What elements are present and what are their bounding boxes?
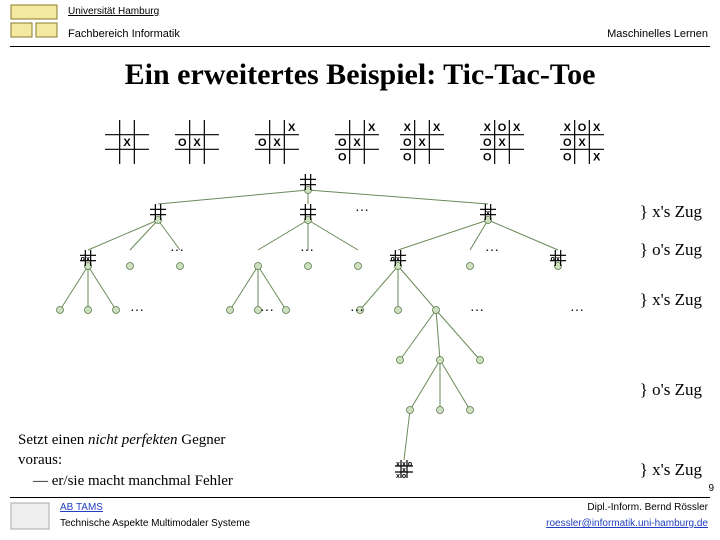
ttt-board: OX — [175, 120, 219, 164]
svg-text:X: X — [593, 122, 601, 134]
svg-text:O: O — [338, 152, 347, 164]
svg-text:O: O — [578, 122, 587, 134]
footer-author: Dipl.-Inform. Bernd Rössler — [587, 502, 708, 513]
ttt-board: XOXO — [335, 120, 379, 164]
ellipsis: … — [260, 300, 274, 316]
department: Fachbereich Informatik — [68, 28, 180, 40]
svg-text:O: O — [563, 152, 572, 164]
svg-text:x: x — [486, 210, 490, 217]
ttt-board: XOX — [255, 120, 299, 164]
ttt-board — [150, 204, 166, 220]
svg-text:o: o — [391, 256, 395, 263]
ttt-board: XXOXO — [400, 120, 444, 164]
svg-text:X: X — [353, 137, 361, 149]
ttt-board — [300, 174, 316, 190]
svg-text:x: x — [396, 256, 400, 263]
svg-text:o: o — [408, 461, 412, 468]
legend-x3: } x's Zug — [640, 460, 702, 480]
ellipsis: … — [570, 300, 584, 316]
svg-text:o: o — [402, 473, 406, 478]
svg-text:X: X — [273, 137, 281, 149]
legend-x1: } x's Zug — [640, 202, 702, 222]
note-text-1: Setzt einen — [18, 432, 88, 448]
svg-text:X: X — [484, 122, 492, 134]
svg-text:X: X — [578, 137, 586, 149]
svg-text:X: X — [564, 122, 572, 134]
svg-text:o: o — [551, 256, 555, 263]
footer-link-dept[interactable]: AB TAMS — [60, 502, 103, 513]
ttt-board: xxoxxo — [395, 460, 413, 478]
university-name: Universität Hamburg — [68, 6, 159, 17]
ellipsis: … — [470, 300, 484, 316]
uni-logo — [10, 4, 58, 38]
ttt-board: x — [480, 204, 496, 220]
course-name: Maschinelles Lernen — [607, 28, 708, 40]
svg-text:O: O — [563, 137, 572, 149]
ellipsis: … — [170, 240, 184, 256]
svg-text:X: X — [193, 137, 201, 149]
svg-text:X: X — [498, 137, 506, 149]
svg-text:X: X — [368, 122, 376, 134]
svg-text:x: x — [396, 473, 400, 478]
ttt-board: XOXOXO — [480, 120, 524, 164]
slide-title: Ein erweitertes Beispiel: Tic-Tac-Toe — [0, 58, 720, 92]
slide-number: 9 — [708, 483, 714, 494]
ttt-board — [300, 204, 316, 220]
note-em: nicht perfekten — [88, 432, 178, 448]
svg-text:X: X — [288, 122, 296, 134]
footer-logo — [10, 502, 50, 530]
note-text-2: voraus: — [18, 452, 62, 468]
svg-text:X: X — [433, 122, 441, 134]
assumption-note: Setzt einen nicht perfekten Gegner vorau… — [18, 430, 233, 491]
footer-email[interactable]: roessler@informatik.uni-hamburg.de — [546, 518, 708, 529]
ttt-board: ox — [390, 250, 406, 266]
ellipsis: … — [485, 240, 499, 256]
svg-text:X: X — [418, 137, 426, 149]
legend-x2: } x's Zug — [640, 290, 702, 310]
diagram-canvas: XOXXOXXOXOXXOXOXOXOXOXOXOXOXxoxoxoxxxoxx… — [0, 100, 720, 480]
svg-text:X: X — [404, 122, 412, 134]
svg-text:X: X — [123, 137, 131, 149]
ttt-board: XOXOXOX — [560, 120, 604, 164]
svg-text:O: O — [483, 152, 492, 164]
svg-text:x: x — [86, 256, 90, 263]
svg-text:x: x — [556, 256, 560, 263]
svg-text:O: O — [178, 137, 187, 149]
legend-o2: } o's Zug — [640, 380, 702, 400]
ellipsis: … — [300, 240, 314, 256]
svg-text:O: O — [403, 152, 412, 164]
legend-o1: } o's Zug — [640, 240, 702, 260]
ttt-board: ox — [550, 250, 566, 266]
svg-text:x: x — [396, 461, 400, 468]
svg-text:o: o — [81, 256, 85, 263]
ellipsis: … — [350, 300, 364, 316]
ellipsis: … — [355, 200, 369, 216]
header: Universität Hamburg Fachbereich Informat… — [10, 4, 710, 47]
svg-text:O: O — [498, 122, 507, 134]
footer-subtitle: Technische Aspekte Multimodaler Systeme — [60, 518, 250, 529]
ttt-board: X — [105, 120, 149, 164]
svg-text:O: O — [483, 137, 492, 149]
ttt-board: ox — [80, 250, 96, 266]
ellipsis: … — [130, 300, 144, 316]
svg-text:O: O — [338, 137, 347, 149]
svg-text:O: O — [403, 137, 412, 149]
svg-text:X: X — [513, 122, 521, 134]
svg-text:O: O — [258, 137, 267, 149]
svg-text:X: X — [593, 152, 601, 164]
footer: AB TAMS Technische Aspekte Multimodaler … — [10, 497, 710, 534]
note-text-1b: Gegner — [178, 432, 226, 448]
note-text-3: — er/sie macht manchmal Fehler — [33, 473, 233, 489]
